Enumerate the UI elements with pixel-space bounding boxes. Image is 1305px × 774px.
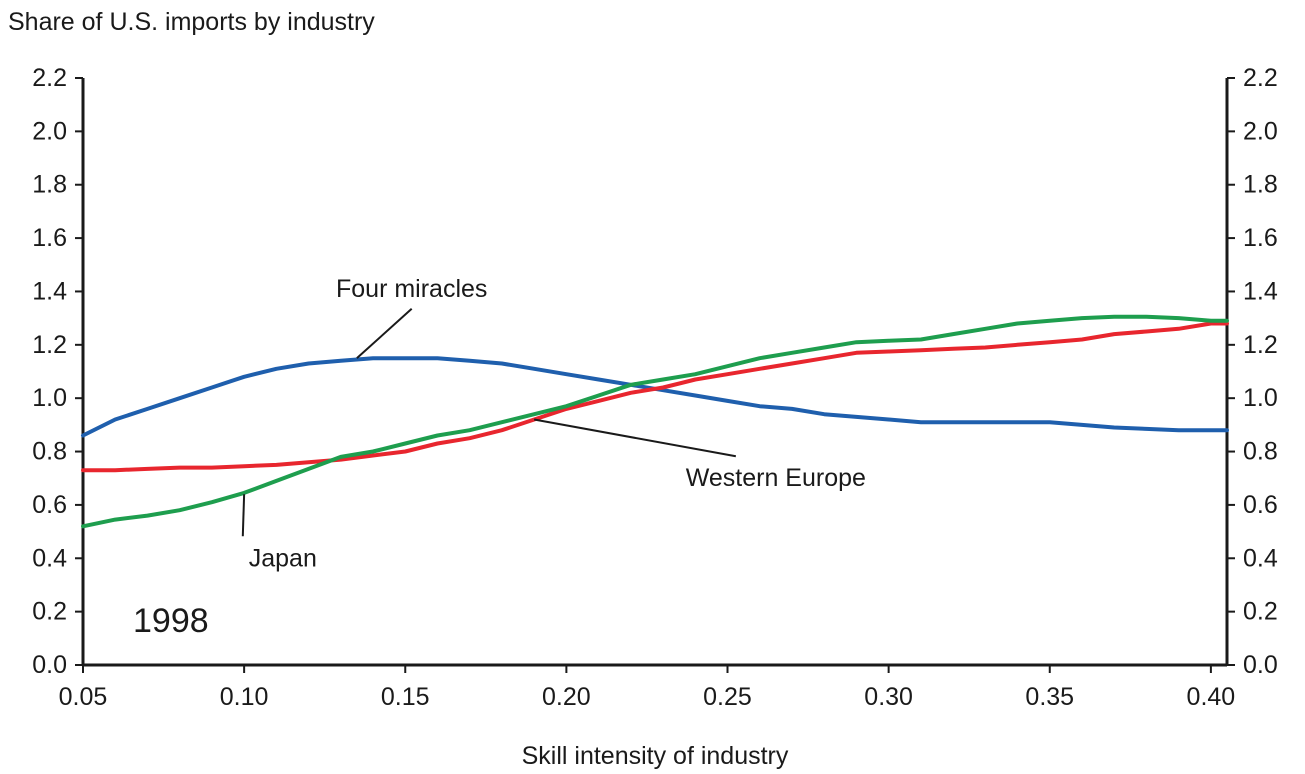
y-tick-label-right: 2.0: [1243, 117, 1278, 145]
y-axis-title: Share of U.S. imports by industry: [8, 8, 375, 36]
y-tick-label-right: 0.8: [1243, 438, 1278, 466]
y-tick-label-right: 0.2: [1243, 598, 1278, 626]
series-line-japan: [81, 314, 1229, 529]
series-line-western-europe: [81, 321, 1229, 473]
y-tick-label-left: 1.8: [32, 171, 67, 199]
year-label: 1998: [133, 602, 209, 640]
y-tick-label-right: 1.4: [1243, 277, 1278, 305]
x-tick-label: 0.10: [220, 683, 269, 711]
annotation-leader-four-miracles: [356, 308, 413, 359]
y-tick-label-left: 0.8: [32, 438, 67, 466]
y-tick-label-left: 0.4: [32, 544, 67, 572]
y-tick-label-left: 2.2: [32, 64, 67, 92]
y-tick-label-left: 2.0: [32, 117, 67, 145]
y-tick-label-left: 1.0: [32, 384, 67, 412]
annotation-four-miracles: Four miracles: [336, 275, 487, 303]
y-tick-label-left: 0.6: [32, 491, 67, 519]
x-tick-label: 0.05: [59, 683, 108, 711]
axes: 0.0 0.0 0.2 0.2 0.4 0.4 0.6 0.6 0.8 0.8 1.0 1.0 1.2 1…: [32, 64, 1278, 711]
y-tick-label-right: 1.2: [1243, 331, 1278, 359]
annotation-leader-western-europe: [533, 418, 737, 458]
y-tick-label-right: 0.0: [1243, 651, 1278, 679]
y-tick-label-left: 1.6: [32, 224, 67, 252]
annotations: Four miracles Western Europe Japan: [241, 275, 866, 572]
x-tick-label: 0.40: [1187, 683, 1236, 711]
annotation-western-europe: Western Europe: [686, 464, 866, 492]
y-tick-label-left: 1.4: [32, 277, 67, 305]
x-tick-label: 0.20: [542, 683, 591, 711]
y-tick-label-left: 0.0: [32, 651, 67, 679]
y-tick-label-left: 1.2: [32, 331, 67, 359]
series-lines: [81, 314, 1229, 529]
annotation-japan: Japan: [249, 544, 317, 572]
series-line-four-miracles: [81, 356, 1229, 438]
y-tick-label-right: 1.8: [1243, 171, 1278, 199]
x-tick-label: 0.35: [1025, 683, 1074, 711]
y-tick-label-left: 0.2: [32, 598, 67, 626]
x-axis-title: Skill intensity of industry: [522, 742, 789, 770]
y-tick-label-right: 2.2: [1243, 64, 1278, 92]
y-tick-label-right: 0.4: [1243, 544, 1278, 572]
x-tick-label: 0.30: [864, 683, 913, 711]
x-tick-label: 0.25: [703, 683, 752, 711]
annotation-leader-japan: [241, 494, 246, 537]
y-tick-label-right: 0.6: [1243, 491, 1278, 519]
y-tick-label-right: 1.6: [1243, 224, 1278, 252]
x-tick-label: 0.15: [381, 683, 430, 711]
y-tick-label-right: 1.0: [1243, 384, 1278, 412]
